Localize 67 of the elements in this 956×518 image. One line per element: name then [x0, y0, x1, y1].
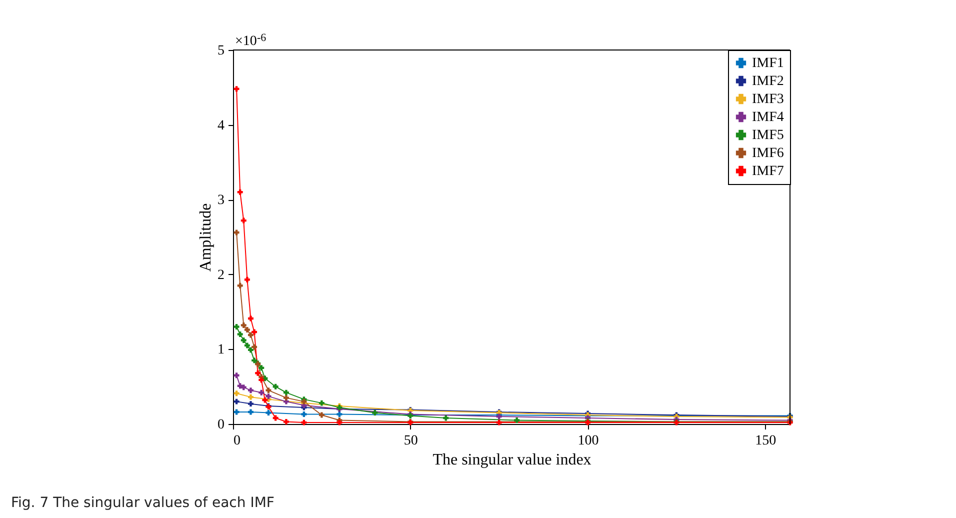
point [252, 358, 258, 364]
x-tick-label: 0 [234, 434, 240, 448]
y-tick-label: 1 [218, 342, 224, 358]
legend-label: IMF3 [752, 92, 784, 107]
x-axis-title: The singular value index [432, 452, 592, 468]
point [283, 390, 289, 396]
point [244, 327, 250, 332]
point [336, 412, 342, 418]
point [283, 395, 289, 401]
point [248, 394, 254, 400]
point [240, 218, 246, 224]
point [244, 342, 250, 348]
point [234, 372, 240, 378]
point [301, 412, 307, 418]
point [266, 394, 272, 400]
y-tick-label: 3 [218, 193, 224, 208]
point [318, 400, 324, 406]
point [234, 398, 240, 404]
y-tick-label: 5 [218, 44, 224, 58]
caption: Fig. 7 The singular values of each IMF [11, 495, 274, 511]
point [234, 230, 240, 236]
point [240, 322, 246, 328]
point [248, 409, 254, 415]
legend-label: IMF2 [752, 74, 784, 89]
point [252, 344, 258, 350]
point [248, 388, 254, 394]
legend-label: IMF7 [752, 164, 784, 179]
point [272, 415, 278, 421]
legend-label: IMF4 [752, 110, 784, 125]
x-tick-label: 100 [578, 434, 599, 448]
legend-label: IMF1 [752, 56, 784, 71]
y-axis-title: Amplitude [198, 203, 214, 272]
y-tick-label: 0 [218, 418, 224, 432]
point [234, 390, 240, 396]
point [262, 397, 268, 403]
point [240, 384, 246, 390]
point [248, 347, 254, 353]
point [258, 390, 264, 396]
point [514, 418, 520, 423]
point [318, 412, 324, 418]
x-tick-label: 150 [755, 434, 776, 448]
y-tick-label: 2 [218, 268, 224, 283]
point [283, 419, 289, 424]
point [255, 370, 261, 376]
point [237, 282, 243, 288]
point [372, 410, 378, 416]
legend-label: IMF5 [752, 128, 784, 143]
point [240, 337, 246, 343]
point [258, 365, 264, 371]
point [266, 388, 272, 394]
point [237, 332, 243, 337]
y-tick-label: 4 [218, 118, 224, 134]
point [272, 384, 278, 390]
point [258, 377, 264, 383]
point [244, 276, 250, 282]
x-tick-label: 50 [404, 434, 418, 448]
point [234, 409, 240, 415]
point [248, 316, 254, 322]
point [234, 324, 240, 330]
legend-label: IMF6 [752, 146, 784, 161]
point [248, 401, 254, 407]
point [237, 189, 243, 195]
point [248, 332, 254, 338]
point [252, 329, 258, 335]
point [234, 86, 240, 92]
point [266, 410, 272, 416]
point [443, 415, 449, 421]
